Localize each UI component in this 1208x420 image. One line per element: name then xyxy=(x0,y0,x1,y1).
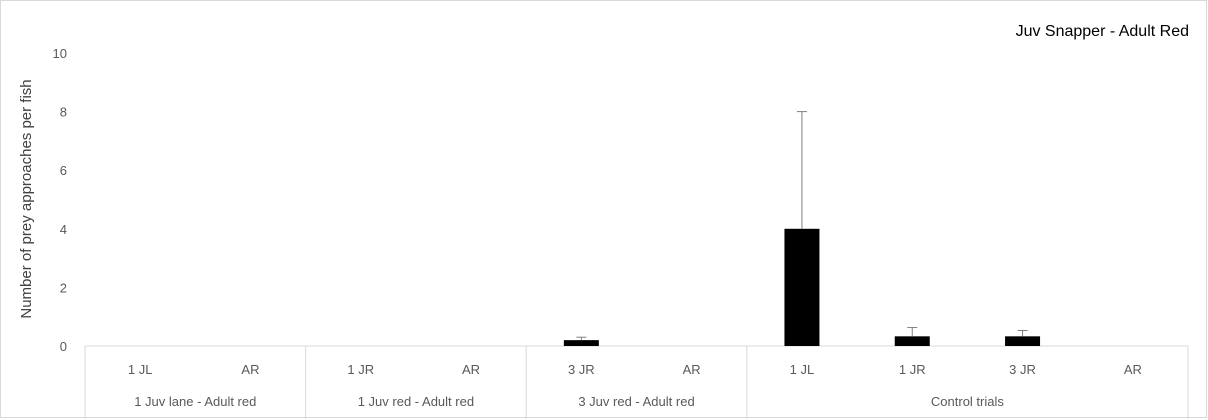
bar xyxy=(1005,336,1041,346)
y-tick-labels: 0 2 4 6 8 10 xyxy=(53,46,67,354)
category-labels: 1 JL AR 1 JR AR 3 JR AR 1 JL 1 JR 3 JR AR xyxy=(128,362,1142,377)
y-axis-label: Number of prey approaches per fish xyxy=(18,79,35,318)
y-tick-label: 6 xyxy=(60,163,67,178)
category-label: 3 JR xyxy=(568,362,595,377)
category-label: 3 JR xyxy=(1009,362,1036,377)
bar xyxy=(563,340,599,346)
group-label: 1 Juv red - Adult red xyxy=(358,394,474,409)
category-label: AR xyxy=(683,362,701,377)
error-bar xyxy=(907,327,918,337)
error-bars xyxy=(576,111,1028,341)
category-label: 1 JR xyxy=(347,362,374,377)
category-label: 1 JL xyxy=(128,362,153,377)
group-label: 1 Juv lane - Adult red xyxy=(134,394,256,409)
chart-title: Juv Snapper - Adult Red xyxy=(1016,23,1189,40)
y-tick-label: 8 xyxy=(60,105,67,120)
bar xyxy=(784,228,820,346)
group-label: Control trials xyxy=(931,394,1004,409)
category-label: 1 JL xyxy=(790,362,815,377)
y-tick-label: 10 xyxy=(53,46,67,61)
error-bar xyxy=(576,336,587,341)
category-label: AR xyxy=(1124,362,1142,377)
group-labels: 1 Juv lane - Adult red 1 Juv red - Adult … xyxy=(134,394,1004,409)
bar xyxy=(894,336,930,346)
error-bar xyxy=(796,111,807,229)
category-label: AR xyxy=(241,362,259,377)
group-dividers xyxy=(84,346,1189,419)
y-tick-label: 4 xyxy=(60,222,67,237)
y-tick-label: 0 xyxy=(60,339,67,354)
error-bar xyxy=(1017,329,1028,337)
category-label: AR xyxy=(462,362,480,377)
bars xyxy=(563,228,1041,346)
y-tick-label: 2 xyxy=(60,280,67,295)
category-label: 1 JR xyxy=(899,362,926,377)
group-label: 3 Juv red - Adult red xyxy=(578,394,694,409)
